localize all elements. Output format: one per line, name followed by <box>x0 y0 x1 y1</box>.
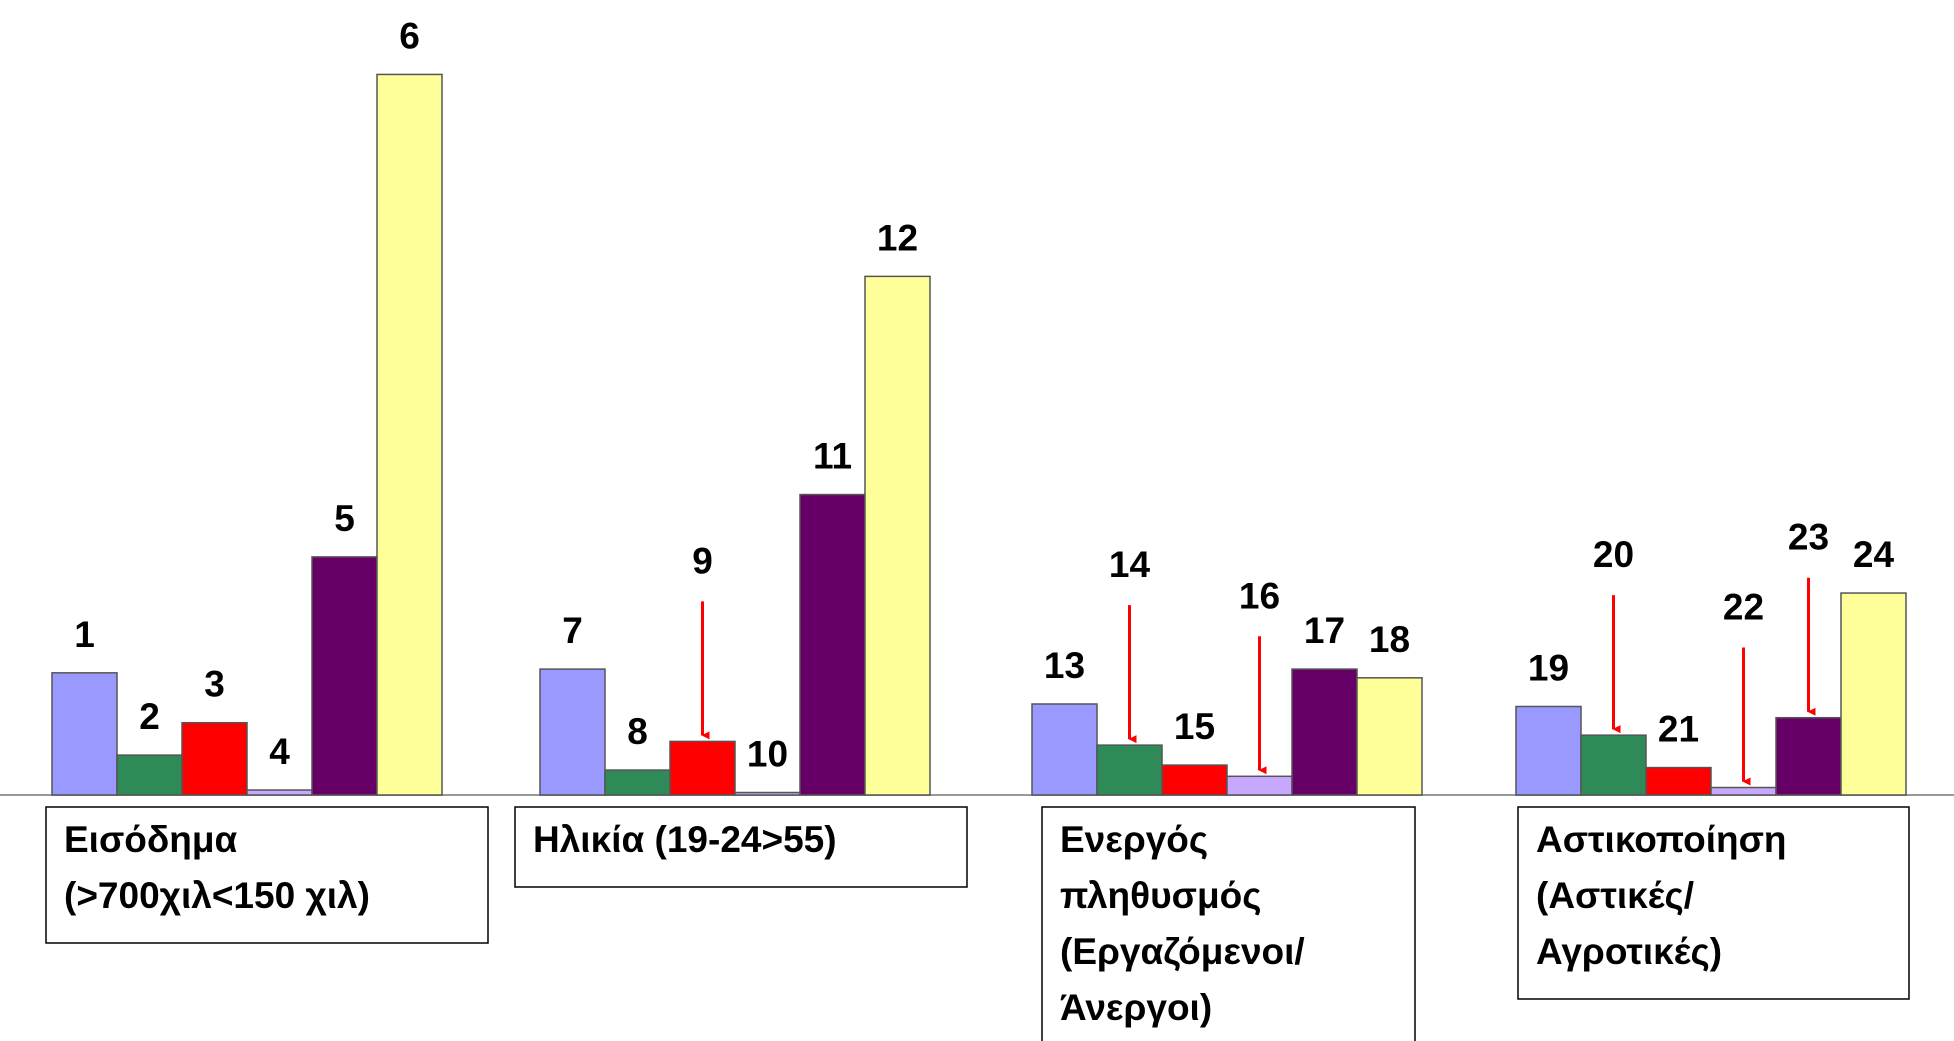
bar <box>181 721 248 796</box>
category-label: Εισόδημα <box>64 819 238 860</box>
bar-label: 10 <box>747 734 788 775</box>
bar <box>1161 764 1228 796</box>
bar <box>1775 716 1842 796</box>
bar <box>311 556 378 796</box>
bar-label: 11 <box>813 436 852 477</box>
bar-label: 4 <box>269 731 290 772</box>
bar <box>1840 592 1907 796</box>
bar <box>1031 703 1098 796</box>
category-label: Ενεργός <box>1060 819 1208 860</box>
category-label: Αγροτικές) <box>1536 931 1722 972</box>
bar <box>669 740 736 796</box>
bar-label: 9 <box>692 540 713 581</box>
bar <box>376 73 443 796</box>
category-label: πληθυσμός <box>1060 875 1261 916</box>
bar <box>116 754 183 796</box>
bar-label: 14 <box>1109 544 1151 585</box>
bar-label: 6 <box>399 15 420 56</box>
bar-label: 13 <box>1044 645 1085 686</box>
bar-label: 22 <box>1723 587 1764 628</box>
bar-label: 16 <box>1239 575 1280 616</box>
bar-label: 24 <box>1853 534 1895 575</box>
bar <box>604 769 671 796</box>
bar-label: 7 <box>562 610 583 651</box>
bar-label: 17 <box>1304 610 1345 651</box>
bar <box>1291 668 1358 796</box>
bar <box>246 789 313 796</box>
bar <box>799 493 866 796</box>
category-label: (Εργαζόμενοι/ <box>1060 931 1305 972</box>
bar-label: 18 <box>1369 619 1410 660</box>
bar-label: 1 <box>74 614 95 655</box>
bar <box>539 668 606 796</box>
bar-label: 21 <box>1658 709 1699 750</box>
bar-label: 3 <box>204 664 225 705</box>
bar <box>1356 677 1423 796</box>
bar-label: 12 <box>877 217 918 258</box>
bar-label: 8 <box>627 711 648 752</box>
bar-label: 15 <box>1174 706 1215 747</box>
category-label: Άνεργοι) <box>1060 987 1212 1028</box>
category-label: Ηλικία (19-24>55) <box>533 819 837 860</box>
bar-label: 2 <box>139 696 160 737</box>
category-box <box>45 806 489 944</box>
bar <box>1645 766 1712 796</box>
bar <box>1710 786 1777 796</box>
category-label: (Αστικές/ <box>1536 875 1694 916</box>
bar <box>1580 734 1647 796</box>
category-label: (>700χιλ<150 χιλ) <box>64 875 370 916</box>
bar <box>1226 775 1293 796</box>
category-box <box>514 806 968 888</box>
category-label: Αστικοποίηση <box>1536 819 1787 860</box>
bar <box>1096 744 1163 796</box>
bar <box>734 791 801 796</box>
bar-label: 19 <box>1528 647 1569 688</box>
category-box <box>1517 806 1910 1000</box>
bar-label: 20 <box>1593 534 1634 575</box>
bar <box>51 672 118 796</box>
bar-label: 5 <box>334 498 355 539</box>
category-box <box>1041 806 1416 1041</box>
bar-label: 23 <box>1788 517 1829 558</box>
bar <box>1515 705 1582 796</box>
bar <box>864 275 931 796</box>
